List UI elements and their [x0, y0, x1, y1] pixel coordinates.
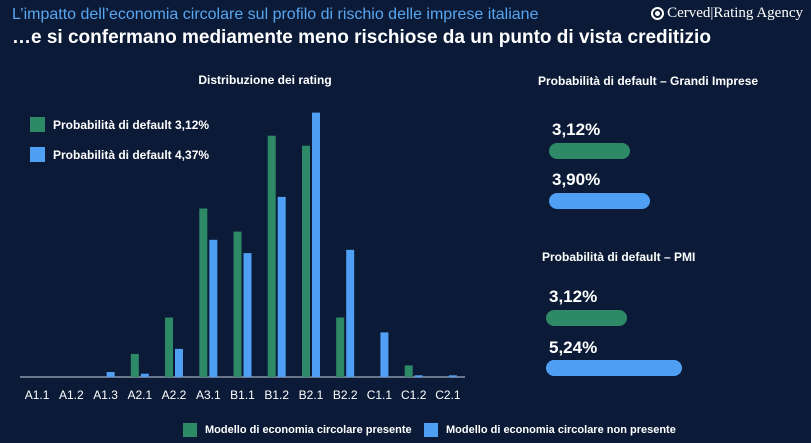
x-tick-label: A2.2 — [162, 388, 187, 402]
pmi-green-value: 3,12% — [549, 287, 598, 306]
legend-present-label: Modello di economia circolare presente — [205, 424, 412, 436]
legend-present: Modello di economia circolare presente — [183, 423, 412, 437]
slide-kicker: L’impatto dell’economia circolare sul pr… — [12, 6, 539, 23]
grandi-imprese-title: Probabilità di default – Grandi Imprese — [538, 74, 759, 88]
inner-legend-green: Probabilità di default 3,12% — [30, 117, 209, 132]
legend-absent-label: Modello di economia circolare non presen… — [446, 424, 676, 436]
inner-legend-blue-label: Probabilità di default 4,37% — [53, 147, 210, 162]
x-tick-label: B1.1 — [230, 388, 255, 402]
bar-B1.2-present — [267, 135, 276, 377]
x-tick-label: C1.2 — [401, 388, 427, 402]
legend-absent-swatch — [424, 423, 438, 437]
bar-B2.1-absent — [312, 112, 320, 377]
blue-swatch — [30, 147, 45, 162]
pmi-blue-bar — [546, 360, 682, 376]
pmi-title: Probabilità di default – PMI — [542, 250, 696, 264]
bar-B2.2-absent — [346, 249, 355, 377]
green-swatch — [30, 117, 45, 132]
legend-absent: Modello di economia circolare non presen… — [424, 423, 676, 437]
grandi-blue-bar — [549, 193, 650, 209]
bar-C1.2-absent — [414, 375, 423, 377]
bar-A2.1-absent — [140, 373, 149, 377]
bar-A1.3-absent — [106, 372, 115, 377]
legend-present-swatch — [183, 423, 197, 437]
bar-B1.2-absent — [277, 196, 286, 377]
bar-A3.1-present — [199, 208, 208, 377]
cerved-logo: Cerved|Rating Agency — [651, 5, 803, 22]
x-tick-label: B2.1 — [299, 388, 324, 402]
bar-B1.1-present — [233, 231, 242, 377]
grandi-blue-value: 3,90% — [552, 170, 601, 189]
bar-C1.2-present — [404, 365, 413, 377]
grandi-green-bar — [549, 143, 630, 159]
x-tick-label: C1.1 — [367, 388, 393, 402]
bar-C2.1-absent — [448, 375, 457, 377]
bar-A3.1-absent — [209, 239, 218, 377]
bar-B1.1-absent — [243, 253, 252, 377]
cerved-logo-icon — [651, 7, 665, 20]
x-tick-label: A1.2 — [59, 388, 84, 402]
bar-A2.2-absent — [175, 348, 183, 377]
logo-text: Cerved|Rating Agency — [667, 5, 803, 21]
inner-legend-blue: Probabilità di default 4,37% — [30, 147, 209, 162]
grandi-green-value: 3,12% — [552, 120, 601, 139]
x-tick-label: A3.1 — [196, 388, 221, 402]
bar-C1.1-absent — [380, 332, 389, 377]
pmi-blue-value: 5,24% — [549, 338, 598, 357]
bar-B2.1-present — [302, 145, 310, 377]
x-tick-label: B1.2 — [264, 388, 289, 402]
bar-B2.2-present — [336, 317, 345, 377]
chart-title: Distribuzione dei rating — [198, 73, 332, 87]
x-tick-label: A1.1 — [25, 388, 50, 402]
bar-A2.2-present — [165, 317, 173, 377]
x-tick-label: B2.2 — [333, 388, 358, 402]
inner-legend-green-label: Probabilità di default 3,12% — [53, 117, 210, 132]
x-tick-label: C2.1 — [435, 388, 461, 402]
x-tick-label: A2.1 — [127, 388, 152, 402]
pmi-green-bar — [546, 310, 627, 326]
slide-headline: …e si confermano mediamente meno rischio… — [12, 27, 711, 48]
bar-A2.1-present — [130, 353, 139, 377]
x-tick-label: A1.3 — [93, 388, 118, 402]
